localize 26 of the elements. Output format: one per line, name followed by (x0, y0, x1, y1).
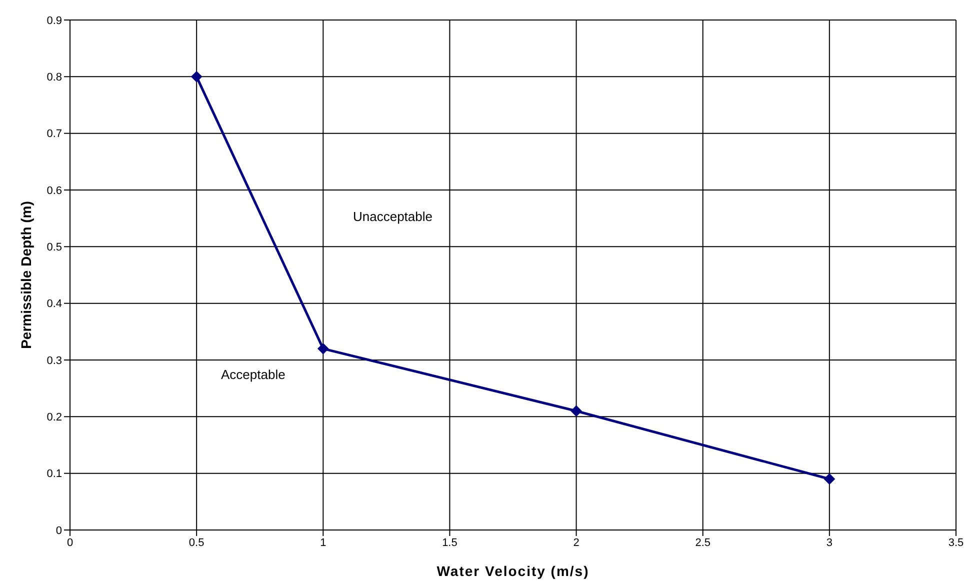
x-tick-label: 1 (320, 536, 326, 549)
y-tick-label: 0.4 (46, 298, 62, 310)
y-tick-label: 0.5 (46, 242, 62, 254)
point (191, 71, 202, 82)
y-tick-label: 0.8 (46, 72, 62, 84)
point (570, 406, 582, 416)
x-tick-label: 0 (66, 536, 74, 549)
x-tick-label: 2.5 (695, 536, 711, 549)
annotation: Unacceptable (353, 209, 432, 224)
x-tick-label: 0.5 (188, 536, 204, 549)
y-tick-label: 0.1 (46, 468, 62, 480)
y-tick-label: 0.7 (46, 128, 62, 140)
y-tick-label: 0 (56, 524, 62, 537)
point (318, 343, 329, 354)
y-tick-label: 0.2 (46, 412, 62, 424)
y-tick-label: 0.9 (46, 14, 62, 27)
y-tick-label: 0.3 (46, 354, 62, 367)
annotation: Acceptable (221, 367, 286, 382)
point (824, 474, 835, 484)
x-tick-label: 2 (573, 536, 580, 549)
x-tick-label: 1.5 (442, 536, 458, 549)
x-axis-title: Water Velocity (m/s) (436, 563, 590, 579)
x-tick-label: 3.5 (948, 536, 964, 549)
x-tick-label: 3 (826, 536, 832, 549)
y-tick-label: 0.6 (46, 184, 62, 197)
y-axis-title: Permissible Depth (m) (18, 201, 34, 349)
